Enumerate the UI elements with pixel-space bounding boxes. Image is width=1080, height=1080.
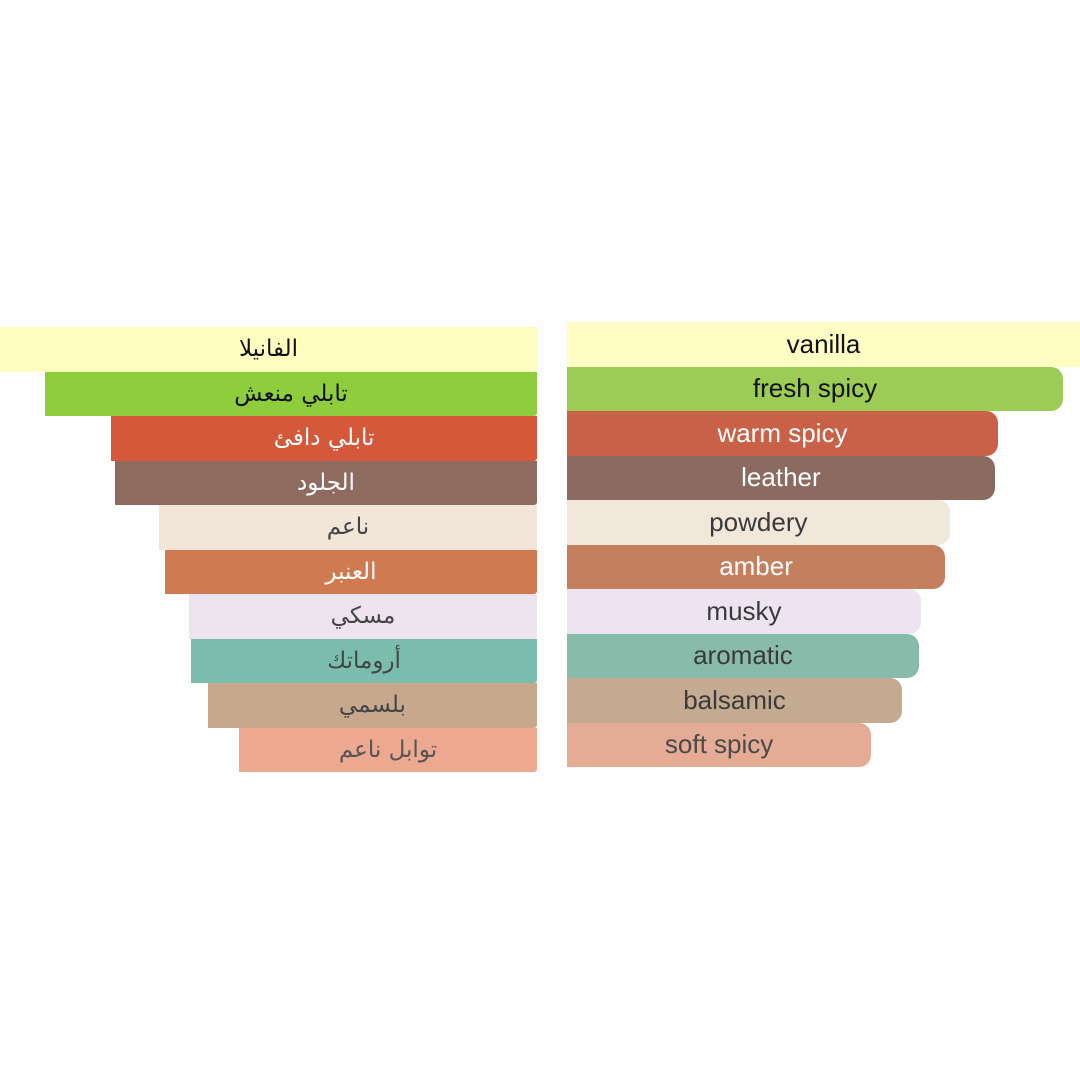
accord-bar: ناعم	[158, 505, 537, 550]
accord-label: تابلي منعش	[234, 380, 348, 407]
accord-bar: الجلود	[114, 460, 537, 505]
accord-bar: الفانيلا	[0, 327, 537, 372]
accord-bar: العنبر	[164, 549, 537, 594]
accord-bar: fresh spicy	[567, 366, 1064, 411]
accord-label: العنبر	[325, 558, 377, 585]
accord-bar: soft spicy	[567, 722, 872, 767]
accord-bar: مسكي	[189, 594, 537, 639]
accord-bar: aromatic	[567, 633, 919, 678]
accord-bar: amber	[567, 544, 946, 589]
accord-label: balsamic	[683, 684, 786, 715]
accord-bar: warm spicy	[567, 411, 998, 456]
accord-bar: تابلي منعش	[45, 371, 537, 416]
accord-label: soft spicy	[664, 729, 774, 760]
accord-label: أروماتك	[327, 647, 401, 674]
accord-bar: بلسمي	[207, 683, 537, 728]
accord-label: تابلي دافئ	[273, 425, 375, 452]
accord-label: amber	[719, 551, 793, 582]
accord-label: مسكي	[330, 603, 396, 630]
accord-label: fresh spicy	[752, 373, 878, 404]
accord-label: leather	[741, 462, 821, 493]
accord-label: aromatic	[693, 640, 793, 671]
accord-label: musky	[706, 595, 782, 626]
accord-bar: تابلي دافئ	[111, 416, 537, 461]
accord-label: vanilla	[786, 328, 861, 359]
accord-label: الجلود	[296, 469, 355, 496]
accord-label: ناعم	[326, 514, 370, 541]
accord-bar: أروماتك	[191, 638, 537, 683]
accord-bar: balsamic	[567, 678, 902, 723]
accord-bar: leather	[567, 455, 995, 500]
accord-label: الفانيلا	[238, 336, 299, 363]
accord-bar: powdery	[567, 500, 950, 545]
accord-label: powdery	[709, 506, 808, 537]
accord-label: بلسمي	[338, 692, 406, 719]
accord-label: warm spicy	[717, 417, 848, 448]
accord-bar: توابل ناعم	[238, 727, 537, 772]
accord-label: توابل ناعم	[338, 736, 438, 763]
accord-bar: musky	[567, 589, 921, 634]
accord-bar: vanilla	[567, 322, 1080, 367]
